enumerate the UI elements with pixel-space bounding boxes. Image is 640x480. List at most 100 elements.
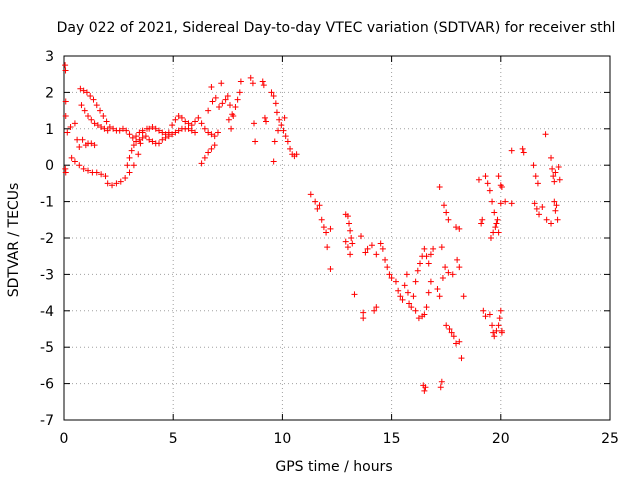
data-point bbox=[552, 207, 559, 214]
y-tick-label: -2 bbox=[40, 231, 54, 247]
data-point bbox=[307, 191, 314, 198]
data-point bbox=[502, 198, 509, 205]
data-point bbox=[178, 114, 185, 121]
data-point bbox=[185, 120, 192, 127]
data-point bbox=[129, 134, 136, 141]
data-point bbox=[498, 329, 505, 336]
data-point bbox=[442, 264, 449, 271]
data-point bbox=[268, 89, 275, 96]
data-point bbox=[449, 271, 456, 278]
data-point bbox=[498, 184, 505, 191]
data-point bbox=[175, 113, 182, 120]
y-tick-label: 1 bbox=[45, 122, 54, 138]
data-point bbox=[456, 338, 463, 345]
data-point bbox=[382, 256, 389, 263]
data-point bbox=[230, 113, 237, 120]
data-point bbox=[85, 167, 92, 174]
data-point bbox=[218, 80, 225, 87]
y-tick-label: 3 bbox=[45, 49, 54, 65]
data-point bbox=[439, 275, 446, 282]
data-point bbox=[116, 127, 123, 134]
data-point bbox=[249, 80, 256, 87]
data-point bbox=[553, 202, 560, 209]
data-point bbox=[77, 85, 84, 92]
data-point bbox=[198, 160, 205, 167]
data-point bbox=[100, 113, 107, 120]
y-tick-label: -6 bbox=[40, 377, 54, 393]
data-point bbox=[548, 154, 555, 161]
data-point bbox=[316, 202, 323, 209]
data-point bbox=[172, 116, 179, 123]
data-point bbox=[443, 209, 450, 216]
data-point bbox=[270, 93, 277, 100]
data-point bbox=[364, 245, 371, 252]
data-point bbox=[76, 144, 83, 150]
data-point bbox=[182, 118, 189, 125]
data-point bbox=[362, 249, 369, 256]
data-point bbox=[548, 220, 555, 227]
data-point bbox=[270, 158, 277, 165]
data-point bbox=[323, 229, 330, 236]
data-point bbox=[508, 200, 515, 207]
y-tick-label: 2 bbox=[45, 85, 54, 101]
data-point bbox=[406, 300, 413, 307]
data-point bbox=[71, 120, 78, 127]
data-point bbox=[192, 118, 199, 125]
data-point bbox=[101, 125, 108, 132]
data-point bbox=[201, 154, 208, 161]
data-point bbox=[188, 122, 195, 129]
data-point bbox=[93, 169, 100, 176]
data-point bbox=[349, 240, 356, 247]
data-point bbox=[126, 154, 133, 161]
data-point bbox=[427, 251, 434, 258]
data-point bbox=[495, 322, 502, 329]
data-point bbox=[159, 136, 166, 143]
data-point bbox=[247, 74, 254, 81]
data-point bbox=[532, 173, 539, 180]
x-axis-label: GPS time / hours bbox=[275, 459, 392, 475]
x-tick-label: 25 bbox=[601, 431, 619, 447]
data-point bbox=[62, 113, 69, 120]
data-point bbox=[489, 322, 496, 329]
data-point bbox=[260, 82, 267, 89]
data-point bbox=[551, 178, 558, 185]
data-point bbox=[162, 131, 169, 138]
data-point bbox=[490, 229, 497, 236]
data-point bbox=[205, 149, 212, 156]
data-point bbox=[373, 251, 380, 258]
data-point bbox=[146, 136, 153, 143]
data-point bbox=[456, 264, 463, 271]
data-point bbox=[122, 174, 129, 181]
data-point bbox=[87, 93, 94, 100]
data-point bbox=[74, 136, 81, 143]
data-point bbox=[139, 134, 146, 141]
y-tick-label: -3 bbox=[40, 267, 54, 283]
data-point bbox=[208, 83, 215, 90]
data-point bbox=[109, 182, 116, 189]
data-point bbox=[139, 127, 146, 134]
data-point bbox=[421, 245, 428, 252]
data-point bbox=[347, 227, 354, 234]
data-point bbox=[539, 204, 546, 211]
data-point bbox=[445, 216, 452, 223]
data-point bbox=[76, 162, 83, 169]
data-point bbox=[373, 304, 380, 311]
data-point bbox=[497, 200, 504, 207]
data-point bbox=[404, 289, 411, 296]
data-point bbox=[237, 78, 244, 85]
data-point bbox=[113, 180, 120, 187]
data-point bbox=[377, 240, 384, 247]
data-point bbox=[551, 198, 558, 205]
data-point bbox=[126, 169, 133, 176]
data-point bbox=[198, 120, 205, 127]
data-point bbox=[324, 244, 331, 251]
grid-lines bbox=[64, 56, 610, 420]
data-point bbox=[496, 315, 503, 322]
data-point bbox=[436, 184, 443, 191]
data-point bbox=[142, 133, 149, 140]
data-point bbox=[104, 180, 111, 187]
data-point bbox=[126, 131, 133, 138]
data-point bbox=[327, 265, 334, 272]
data-point bbox=[487, 235, 494, 241]
